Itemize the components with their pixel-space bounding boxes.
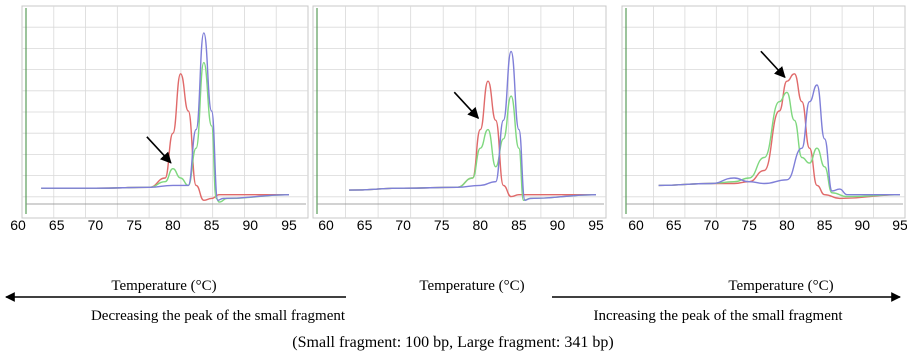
x-tick-label: 85	[511, 217, 527, 233]
x-tick-label: 95	[588, 217, 604, 233]
x-tick-label: 85	[817, 217, 833, 233]
series-line-3	[349, 50, 597, 202]
chart-panel-left: 60 65 70 75 80 85 90 95	[10, 5, 309, 233]
peak-pointer-arrow	[760, 50, 786, 79]
x-tick-label: 65	[357, 217, 373, 233]
x-tick-label: 80	[779, 217, 795, 233]
increasing-caption: Increasing the peak of the small fragmen…	[593, 308, 843, 324]
x-tick-label: 95	[892, 217, 907, 233]
temperature-label-left: Temperature (°C)	[111, 278, 216, 294]
peak-pointer-arrow	[146, 136, 172, 164]
x-tick-label: 80	[472, 217, 488, 233]
x-tick-label: 65	[49, 217, 65, 233]
decreasing-caption: Decreasing the peak of the small fragmen…	[91, 308, 346, 324]
series-line-2	[658, 91, 901, 198]
x-tick-label: 80	[165, 217, 181, 233]
x-tick-label: 75	[434, 217, 450, 233]
chart-panel-right: 60 65 70 75 80 85 90 95	[621, 5, 907, 233]
chart-panel-middle: 60 65 70 75 80 85 90 95	[312, 5, 607, 233]
peak-pointer-arrow	[453, 91, 480, 119]
x-tick-label: 70	[395, 217, 411, 233]
x-tick-label: 95	[281, 217, 297, 233]
x-tick-label: 60	[318, 217, 334, 233]
x-tick-label: 75	[741, 217, 757, 233]
x-tick-label: 70	[88, 217, 104, 233]
temperature-label-right: Temperature (°C)	[728, 278, 833, 294]
x-tick-label: 60	[10, 217, 26, 233]
x-tick-label: 90	[242, 217, 258, 233]
x-tick-label: 70	[704, 217, 720, 233]
x-tick-label: 90	[550, 217, 566, 233]
x-tick-label: 75	[126, 217, 142, 233]
x-tick-label: 60	[628, 217, 644, 233]
x-tick-label: 90	[854, 217, 870, 233]
series-line-1	[658, 73, 901, 200]
x-tick-label: 65	[666, 217, 682, 233]
series-line-3	[658, 84, 900, 196]
fragment-size-caption: (Small fragment: 100 bp, Large fragment:…	[292, 334, 613, 351]
series-line-3	[41, 32, 290, 202]
temperature-label-center: Temperature (°C)	[419, 278, 524, 294]
x-tick-label: 85	[204, 217, 220, 233]
